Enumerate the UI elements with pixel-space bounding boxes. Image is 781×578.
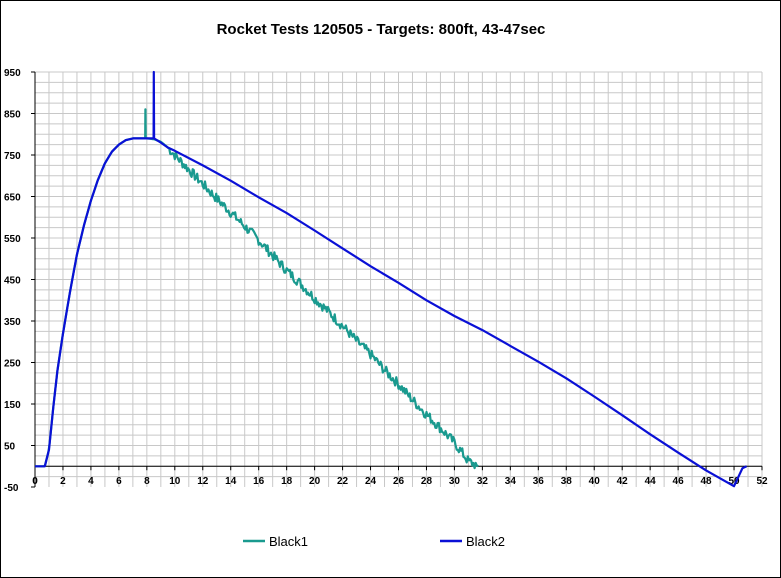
x-tick-label: 12 bbox=[197, 476, 209, 487]
x-tick-label: 42 bbox=[617, 476, 629, 487]
series-lines bbox=[35, 70, 748, 488]
y-tick-label: 950 bbox=[4, 68, 21, 79]
x-tick-label: 36 bbox=[533, 476, 545, 487]
x-tick-label: 38 bbox=[561, 476, 573, 487]
x-tick-label: 14 bbox=[225, 476, 237, 487]
axes bbox=[31, 71, 763, 488]
legend-item-black2: Black2 bbox=[440, 534, 505, 549]
x-tick-label: 26 bbox=[393, 476, 405, 487]
x-tick-label: 6 bbox=[116, 476, 122, 487]
y-tick-label: 50 bbox=[4, 442, 16, 453]
legend: Black1 Black2 bbox=[243, 534, 505, 549]
x-tick-label: 20 bbox=[309, 476, 321, 487]
x-tick-label: 28 bbox=[421, 476, 433, 487]
x-tick-label: 30 bbox=[449, 476, 461, 487]
y-tick-label: 350 bbox=[4, 317, 21, 328]
chart-title: Rocket Tests 120505 - Targets: 800ft, 43… bbox=[217, 21, 546, 38]
grid bbox=[35, 71, 763, 487]
x-tick-label: 34 bbox=[505, 476, 517, 487]
y-tick-label: 450 bbox=[4, 276, 21, 287]
legend-label: Black1 bbox=[269, 534, 308, 549]
x-tick-label: 44 bbox=[645, 476, 657, 487]
y-tick-label: 650 bbox=[4, 193, 21, 204]
x-tick-label: 50 bbox=[728, 476, 740, 487]
x-tick-label: 52 bbox=[756, 476, 768, 487]
x-tick-label: 24 bbox=[365, 476, 377, 487]
y-tick-label: 750 bbox=[4, 151, 21, 162]
y-tick-label: 150 bbox=[4, 400, 21, 411]
x-tick-label: 48 bbox=[701, 476, 713, 487]
x-tick-label: 8 bbox=[144, 476, 150, 487]
x-tick-label: 40 bbox=[589, 476, 601, 487]
y-tick-label: 550 bbox=[4, 234, 21, 245]
y-tick-label: -50 bbox=[4, 483, 19, 494]
series-line-black2 bbox=[35, 70, 748, 488]
x-tick-label: 22 bbox=[337, 476, 349, 487]
y-tick-label: 250 bbox=[4, 359, 21, 370]
x-tick-label: 16 bbox=[253, 476, 265, 487]
x-tick-label: 4 bbox=[88, 476, 94, 487]
legend-label: Black2 bbox=[466, 534, 505, 549]
legend-item-black1: Black1 bbox=[243, 534, 308, 549]
y-tick-label: 850 bbox=[4, 110, 21, 121]
x-tick-label: 32 bbox=[477, 476, 489, 487]
x-tick-label: 18 bbox=[281, 476, 293, 487]
x-tick-label: 46 bbox=[673, 476, 685, 487]
x-tick-label: 10 bbox=[169, 476, 181, 487]
x-tick-label: 2 bbox=[60, 476, 66, 487]
x-tick-label: 0 bbox=[32, 476, 38, 487]
